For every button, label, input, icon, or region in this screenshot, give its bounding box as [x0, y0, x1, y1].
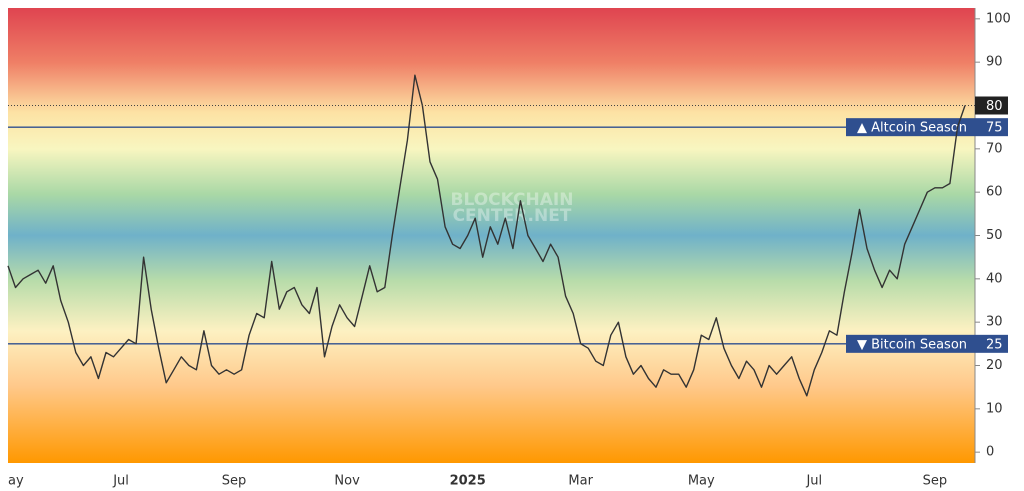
x-tick-label: May	[688, 474, 715, 489]
y-tick-label: 90	[986, 55, 1003, 70]
watermark: CENTER.NET	[453, 206, 572, 226]
index-line	[7, 74, 966, 397]
y-tick-label: 100	[986, 11, 1011, 26]
y-tick-label: 60	[986, 185, 1003, 200]
y-tick-label: 10	[986, 401, 1003, 416]
level-label-box	[846, 118, 1008, 137]
y-tick-label: 20	[986, 358, 1003, 373]
level-label: ▲ Altcoin Season	[857, 121, 967, 136]
level-value: 25	[986, 337, 1003, 352]
y-tick-label: 40	[986, 271, 1003, 286]
x-tick-label: ay	[8, 474, 24, 489]
level-label-box	[846, 334, 1008, 353]
level-label: ▼ Bitcoin Season	[857, 337, 967, 352]
plot-background	[8, 8, 975, 463]
x-tick-label: Sep	[923, 474, 948, 489]
level-value: 75	[986, 121, 1003, 136]
x-tick-label: 2025	[450, 474, 486, 489]
x-tick-label: Jul	[805, 474, 822, 489]
x-tick-label: Jul	[112, 474, 129, 489]
watermark: BLOCKCHAIN	[451, 190, 574, 210]
current-value-box	[975, 96, 1008, 115]
y-tick-label: 0	[986, 445, 994, 460]
x-tick-label: Nov	[334, 474, 360, 489]
y-tick-label: 50	[986, 228, 1003, 243]
y-tick-label: 70	[986, 141, 1003, 156]
x-tick-label: Mar	[568, 474, 593, 489]
x-tick-label: Sep	[222, 474, 247, 489]
current-value-label: 80	[986, 99, 1003, 114]
y-tick-label: 30	[986, 315, 1003, 330]
